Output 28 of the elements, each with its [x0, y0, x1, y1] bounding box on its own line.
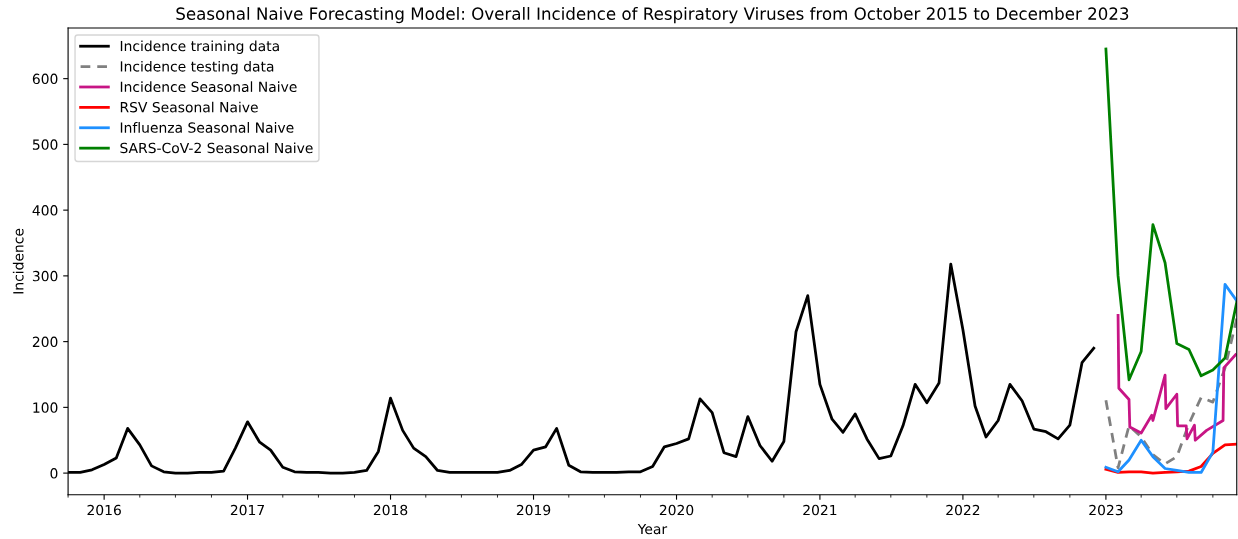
- y-tick-label: 0: [50, 468, 58, 479]
- line-series: [1104, 283, 1237, 474]
- y-tick-label: 200: [32, 336, 58, 348]
- y-tick-label: 400: [32, 205, 58, 216]
- y-tick-label: 500: [32, 139, 58, 150]
- y-tick-label: 100: [33, 402, 58, 413]
- legend-label: Incidence Seasonal Naive: [120, 81, 297, 93]
- y-axis-title: Incidence: [12, 228, 24, 294]
- legend-label: Incidence training data: [120, 40, 279, 54]
- legend-label: SARS-CoV-2 Seasonal Naive: [120, 142, 313, 154]
- y-tick-label: 600: [32, 73, 58, 85]
- x-tick-label: 2016: [87, 504, 121, 516]
- chart-title: Seasonal Naive Forecasting Model: Overall Incidence of Respiratory Viruses from October 2015 to December 2023: [176, 7, 1129, 24]
- x-tick-label: 2019: [516, 504, 551, 516]
- line-series: [1104, 47, 1237, 382]
- legend-label: Incidence testing data: [120, 60, 274, 75]
- line-series: [1104, 317, 1237, 470]
- x-tick-label: 2017: [230, 504, 265, 516]
- line-series: [1116, 313, 1237, 442]
- legend-label: RSV Seasonal Naive: [120, 101, 258, 113]
- x-axis-title: Year: [637, 523, 668, 535]
- x-tick-label: 2021: [803, 504, 837, 516]
- x-tick-label: 2018: [373, 504, 408, 516]
- legend-label: Influenza Seasonal Naive: [120, 122, 294, 133]
- x-tick-label: 2022: [946, 504, 980, 516]
- y-tick-label: 300: [32, 270, 58, 282]
- x-tick-label: 2023: [1089, 504, 1123, 516]
- x-tick-label: 2020: [659, 504, 694, 516]
